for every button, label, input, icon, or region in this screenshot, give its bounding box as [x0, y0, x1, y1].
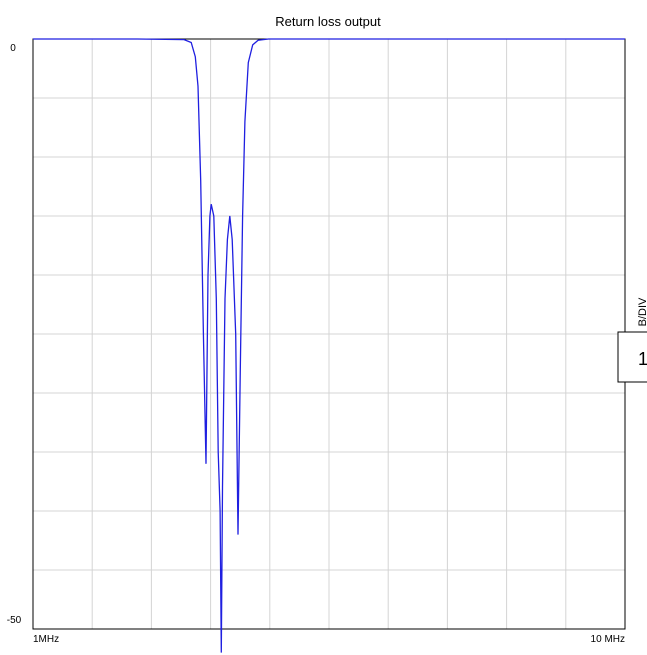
y-tick-label-minus-50: -50 — [7, 615, 22, 626]
x-tick-label-1mhz: 1MHz — [33, 634, 59, 645]
series-line-return-loss — [33, 38, 625, 653]
side-box-label: 1 — [638, 349, 647, 369]
y-axis-label: B/DIV — [637, 297, 647, 326]
y-tick-label-0: 0 — [10, 43, 16, 54]
x-tick-label-10mhz: 10 MHz — [591, 634, 625, 645]
side-box: 1 — [617, 331, 647, 383]
grid — [33, 39, 625, 629]
chart-title: Return loss output — [275, 14, 381, 29]
